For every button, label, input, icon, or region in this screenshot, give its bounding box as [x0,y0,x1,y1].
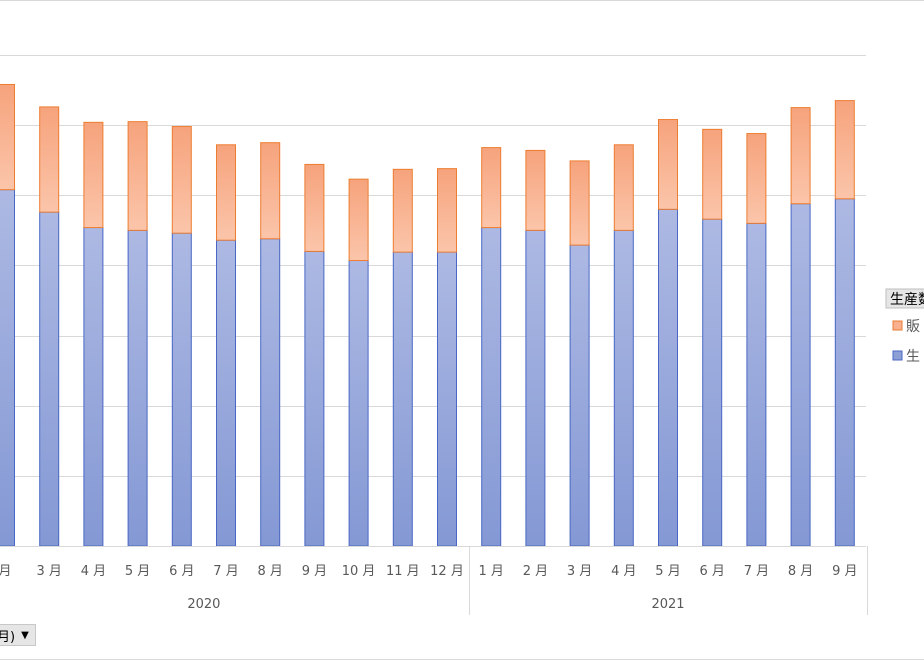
bar-series-1 [525,229,546,547]
bar-series-2 [746,133,767,224]
bar-series-2 [348,178,369,262]
x-group-label: 2021 [651,597,684,612]
x-tick-label: 7 月 [744,564,769,579]
bar-series-1 [39,211,60,547]
bar-series-2 [525,149,546,231]
legend: 生産数販生 [885,288,924,365]
x-tick-label: 12 月 [430,564,464,579]
bar-series-2 [216,144,236,241]
x-tick-label: 5 月 [125,564,150,579]
x-tick-label: 4 月 [611,564,636,579]
x-axis: 月 3 月 4 月 5 月 6 月 7 月 8 月 9 月 10 月 11 月 12 月 1 月 2 月… [0,546,924,660]
bar-series-2 [437,168,457,253]
bar-series-1 [658,208,678,547]
x-tick-label: 8 月 [257,564,282,579]
bar-series-2 [569,160,590,246]
bar-series-1 [83,227,104,547]
bar-series-2 [304,163,325,252]
bar-series-2 [83,121,104,229]
bar-series-1 [0,189,15,547]
bar-series-1 [790,203,811,547]
legend-entry: 生 [906,349,920,365]
bar-series-1 [569,244,590,547]
bar-series-1 [304,250,325,547]
field-filter-button[interactable]: 月) ▼ [0,624,36,646]
bar-series-2 [702,128,723,220]
x-tick-label: 月 [0,564,12,579]
x-tick-label: 9 月 [302,564,327,579]
bar-series-2 [0,83,15,191]
bar-series-2 [481,147,502,229]
dropdown-arrow-icon: ▼ [21,629,29,641]
x-tick-label: 8 月 [788,564,813,579]
bar-series-2 [790,107,811,205]
legend-swatch [892,350,903,361]
bars [0,83,855,547]
x-tick-label: 2 月 [523,564,548,579]
bar-series-2 [260,142,281,240]
bar-series-1 [613,229,634,547]
bar-series-1 [171,232,192,547]
bar-series-2 [613,144,634,231]
legend-title-box[interactable] [885,288,924,309]
bar-series-1 [348,260,369,547]
bar-series-2 [658,119,678,210]
x-tick-label: 4 月 [81,564,106,579]
x-tick-label: 5 月 [655,564,680,579]
legend-swatch [892,320,903,331]
x-group-label: 2020 [187,597,220,612]
bar-series-2 [834,100,855,200]
legend-entry: 販 [906,319,920,335]
x-tick-label: 3 月 [567,564,592,579]
bar-series-1 [127,229,148,547]
bar-series-2 [171,126,192,234]
bar-series-2 [392,168,413,253]
bar-series-2 [127,121,148,231]
x-tick-label: 6 月 [169,564,194,579]
bar-series-1 [392,251,413,547]
bar-series-1 [260,238,281,547]
x-tick-label: 6 月 [699,564,724,579]
x-tick-label: 3 月 [36,564,61,579]
x-tick-label: 10 月 [342,564,376,579]
bar-series-1 [216,239,236,547]
x-tick-label: 9 月 [832,564,857,579]
field-filter-label: 月) [0,629,16,645]
x-tick-label: 1 月 [478,564,503,579]
bar-series-1 [702,218,723,547]
bar-series-1 [437,251,457,547]
bar-series-1 [746,222,767,547]
legend-title: 生産数 [890,292,924,308]
x-tick-label: 11 月 [386,564,420,579]
bar-series-1 [481,227,502,547]
bar-series-1 [834,198,855,547]
x-tick-label: 7 月 [213,564,238,579]
bar-series-2 [39,106,60,213]
